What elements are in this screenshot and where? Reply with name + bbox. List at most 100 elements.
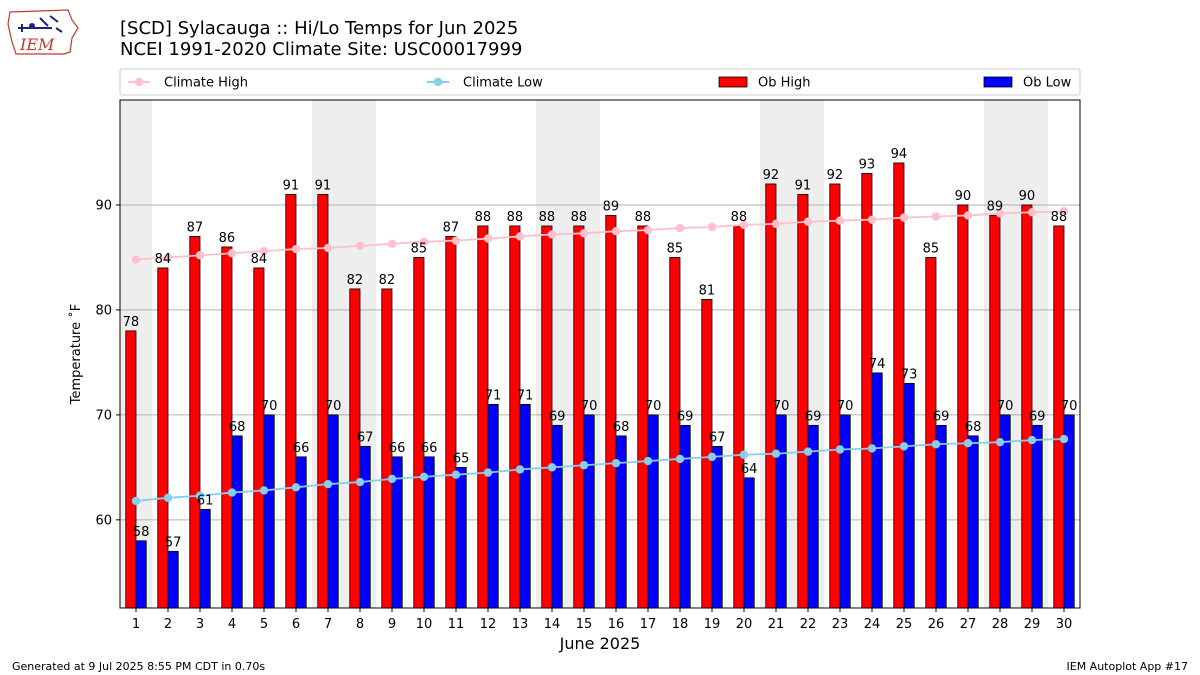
y-tick-label: 90 [95, 198, 112, 213]
logo-text: IEM [19, 35, 55, 54]
climate-low-point [515, 465, 525, 474]
climate-low-point [323, 479, 333, 489]
climate-high-point [291, 244, 301, 254]
high-temp-label: 88 [571, 210, 588, 225]
climate-high-point [931, 212, 941, 221]
y-axis-label: Temperature ˚F [68, 304, 84, 405]
low-temp-bar [199, 508, 211, 609]
x-axis-label: June 2025 [559, 634, 641, 653]
climate-low-point [419, 472, 429, 482]
climate-low-point [611, 458, 621, 468]
low-temp-bar [711, 445, 723, 609]
low-temp-label: 69 [805, 409, 822, 424]
y-tick-label: 80 [95, 303, 112, 318]
low-temp-label: 61 [197, 493, 214, 508]
low-temp-label: 74 [869, 357, 886, 372]
x-tick-label: 16 [608, 617, 625, 632]
high-temp-bar [189, 236, 201, 609]
low-temp-label: 70 [773, 399, 790, 414]
low-temp-label: 71 [485, 388, 502, 403]
climate-low-point [995, 437, 1005, 447]
climate-high-point [323, 243, 333, 253]
chart-titles: [SCD] Sylacauga :: Hi/Lo Temps for Jun 2… [120, 18, 522, 60]
generated-timestamp: Generated at 9 Jul 2025 8:55 PM CDT in 0… [12, 660, 266, 673]
climate-low-point [899, 442, 909, 451]
legend-climate-high-marker [134, 77, 144, 87]
x-tick-label: 3 [196, 617, 204, 632]
legend-ob-low-swatch [983, 76, 1013, 88]
climate-low-line [135, 438, 1065, 502]
high-temp-bar [413, 257, 425, 609]
climate-high-point [707, 222, 717, 232]
x-tick-label: 26 [928, 617, 945, 632]
low-temp-label: 70 [581, 399, 598, 414]
low-temp-bar [583, 414, 595, 609]
x-tick-label: 9 [388, 617, 396, 632]
x-tick-label: 13 [512, 617, 529, 632]
chart-title: [SCD] Sylacauga :: Hi/Lo Temps for Jun 2… [120, 18, 519, 39]
y-tick-label: 60 [95, 513, 112, 528]
high-temp-label: 92 [827, 168, 844, 183]
climate-high-point [803, 217, 813, 226]
high-temp-label: 84 [155, 252, 172, 267]
x-tick-label: 22 [800, 617, 817, 632]
climate-high-point [835, 216, 845, 225]
climate-high-line [135, 210, 1065, 261]
low-temp-label: 70 [837, 399, 854, 414]
x-tick-label: 14 [544, 617, 561, 632]
legend-box [119, 68, 1081, 96]
low-temp-label: 67 [709, 430, 726, 445]
high-temp-bar [253, 267, 265, 609]
x-tick-label: 20 [736, 617, 753, 632]
climate-low-point [867, 444, 877, 453]
climate-high-point [355, 241, 365, 251]
climate-low-point [451, 470, 461, 479]
legend-ob-high-swatch [718, 76, 748, 88]
low-temp-label: 67 [357, 430, 374, 445]
high-temp-label: 82 [347, 273, 364, 288]
low-temp-bar [1031, 424, 1043, 609]
climate-high-point [259, 246, 269, 256]
low-temp-bar [647, 414, 659, 609]
low-temp-bar [903, 382, 915, 609]
low-temp-label: 69 [933, 409, 950, 424]
climate-low-point [803, 447, 813, 456]
climate-high-point [1059, 207, 1069, 216]
x-tick-label: 5 [260, 617, 268, 632]
high-temp-label: 88 [635, 210, 652, 225]
climate-high-point [163, 253, 173, 262]
climate-high-point [963, 211, 973, 220]
high-temp-bar [733, 225, 745, 609]
climate-low-point [227, 488, 237, 497]
low-temp-bar [167, 550, 179, 609]
low-temp-label: 69 [1029, 409, 1046, 424]
low-temp-bar [455, 466, 467, 609]
high-temp-bar [797, 194, 809, 609]
x-tick-label: 4 [228, 617, 236, 632]
high-temp-label: 91 [315, 178, 332, 193]
iem-logo: IEM [7, 9, 79, 55]
x-tick-label: 24 [864, 617, 881, 632]
high-temp-bar [1021, 204, 1033, 609]
x-tick-label: 7 [324, 617, 332, 632]
low-temp-label: 69 [549, 409, 566, 424]
x-tick-label: 23 [832, 617, 849, 632]
climate-low-point [707, 452, 717, 462]
high-temp-label: 81 [699, 283, 716, 298]
low-temp-label: 70 [997, 399, 1014, 414]
high-temp-bar [893, 162, 905, 609]
climate-high-point [515, 232, 525, 241]
climate-low-point [771, 449, 781, 458]
station-dot-icon [29, 23, 35, 29]
low-temp-label: 68 [965, 420, 982, 435]
high-temp-bar [669, 257, 681, 609]
high-temp-label: 82 [379, 273, 396, 288]
climate-high-point [675, 223, 685, 233]
climate-low-point [1059, 434, 1069, 444]
low-temp-bar [519, 403, 531, 609]
low-temp-bar [135, 540, 147, 609]
low-temp-bar [359, 445, 371, 609]
climate-high-point [867, 215, 877, 224]
x-tick-label: 6 [292, 617, 300, 632]
climate-low-point [643, 456, 653, 466]
